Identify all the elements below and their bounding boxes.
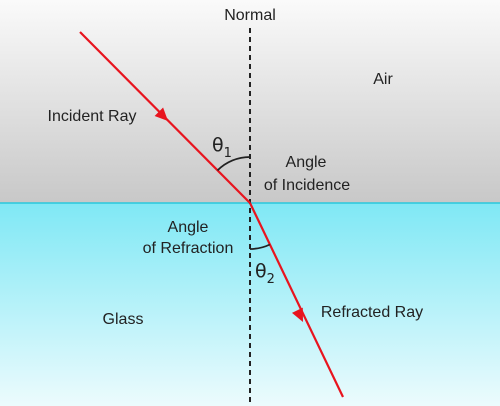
glass-label: Glass: [103, 311, 144, 328]
angle-of-incidence-label-line1: Angle: [286, 154, 327, 171]
air-label: Air: [373, 71, 393, 88]
normal-label: Normal: [224, 7, 276, 24]
refracted-ray-arrowhead: [291, 307, 303, 322]
refracted-ray-label: Refracted Ray: [321, 304, 423, 321]
theta1-symbol: θ1: [212, 134, 232, 161]
theta2-symbol: θ2: [255, 260, 275, 287]
incident-ray-arrowhead: [154, 107, 168, 121]
incident-ray-label: Incident Ray: [48, 108, 137, 125]
angle-of-incidence-arc: [216, 156, 251, 172]
glass-region: [0, 203, 500, 406]
angle-of-refraction-arc: [249, 243, 271, 250]
refracted-ray-line: [249, 202, 344, 398]
angle-of-refraction-label-line2: of Refraction: [143, 240, 234, 257]
angle-of-refraction-label-line1: Angle: [168, 219, 209, 236]
angle-of-incidence-label-line2: of Incidence: [264, 177, 350, 194]
